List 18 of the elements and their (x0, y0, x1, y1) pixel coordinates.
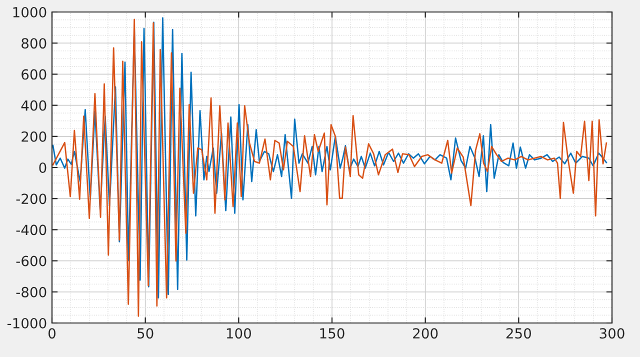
y-tick-label: 1000 (13, 6, 46, 18)
y-tick-label: -600 (16, 256, 46, 266)
x-tick-label: 300 (600, 328, 624, 339)
y-tick-label: 600 (22, 69, 46, 80)
x-tick-label: 250 (506, 328, 531, 339)
y-tick-label: 0 (39, 162, 46, 173)
y-tick-label: -200 (16, 194, 46, 204)
y-tick-label: 200 (22, 131, 46, 142)
x-tick-label: 200 (413, 328, 438, 339)
y-tick-label: 400 (21, 100, 46, 111)
y-tick-label: -800 (16, 286, 46, 298)
x-tick-label: 50 (138, 328, 154, 339)
y-tick-label: -400 (16, 224, 46, 236)
y-tick-label: 800 (22, 38, 46, 49)
x-tick-label: 100 (226, 328, 251, 339)
x-tick-label: 150 (320, 328, 344, 339)
x-tick-label: 0 (48, 328, 56, 339)
y-tick-label: -1000 (7, 318, 46, 328)
